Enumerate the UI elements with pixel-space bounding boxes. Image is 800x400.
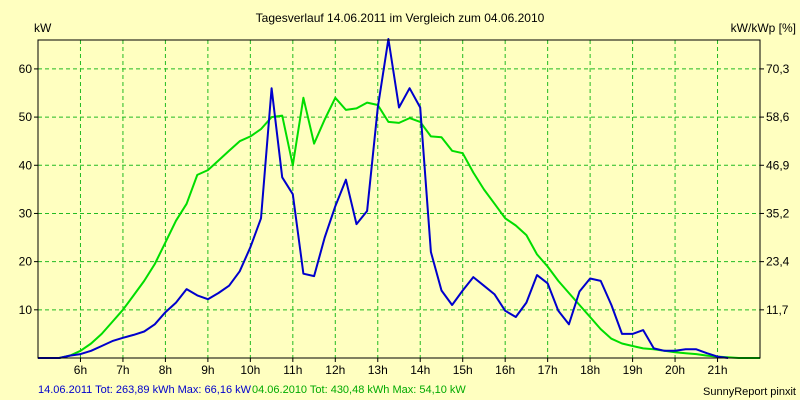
y-tick-label-right: 46,9 [766, 158, 790, 172]
y-tick-label-left: 40 [19, 158, 33, 172]
x-tick-label: 13h [368, 363, 388, 377]
series-line-s2011 [38, 38, 729, 359]
y-tick-label-right: 11,7 [766, 303, 789, 317]
y-tick-label-left: 60 [19, 62, 33, 76]
x-tick-label: 20h [665, 363, 685, 377]
footer-credit: SunnyReport pinxit [703, 386, 796, 398]
series-line-s2010 [38, 96, 760, 359]
x-tick-label: 15h [453, 363, 473, 377]
series-lines [38, 38, 760, 359]
x-tick-label: 11h [283, 363, 302, 377]
left-axis-label: kW [34, 21, 52, 35]
x-tick-label: 17h [538, 363, 558, 377]
y-tick-label-right: 23,4 [766, 255, 790, 269]
grid-lines [38, 40, 760, 358]
y-tick-label-right: 70,3 [766, 62, 790, 76]
footer-series-2010: 04.06.2010 Tot: 430,48 kWh Max: 54,10 kW [252, 384, 466, 396]
x-tick-label: 21h [708, 363, 728, 377]
x-tick-label: 7h [116, 363, 129, 377]
x-tick-label: 12h [325, 363, 345, 377]
x-tick-label: 16h [495, 363, 515, 377]
y-tick-label-left: 10 [19, 303, 33, 317]
x-tick-label: 10h [240, 363, 260, 377]
y-tick-label-right: 35,2 [766, 206, 790, 220]
y-tick-label-left: 20 [19, 255, 33, 269]
plot-frame [37, 39, 761, 359]
y-tick-label-right: 58,6 [766, 110, 790, 124]
y-tick-label-left: 30 [19, 206, 33, 220]
x-tick-label: 19h [623, 363, 643, 377]
x-tick-label: 8h [159, 363, 172, 377]
x-tick-label: 14h [410, 363, 430, 377]
x-tick-label: 18h [580, 363, 600, 377]
y-tick-label-left: 50 [19, 110, 33, 124]
footer-series-2011: 14.06.2011 Tot: 263,89 kWh Max: 66,16 kW [38, 384, 252, 396]
right-axis-label: kW/kWp [%] [731, 21, 796, 35]
x-tick-label: 9h [201, 363, 214, 377]
x-tick-label: 6h [74, 363, 87, 377]
chart-title: Tagesverlauf 14.06.2011 im Vergleich zum… [256, 11, 545, 25]
axis-ticks: 6h 7h 8h 9h 10h 11h 12h 13h 14h 15h 16h 17h 18h 19h 20… [19, 62, 790, 377]
